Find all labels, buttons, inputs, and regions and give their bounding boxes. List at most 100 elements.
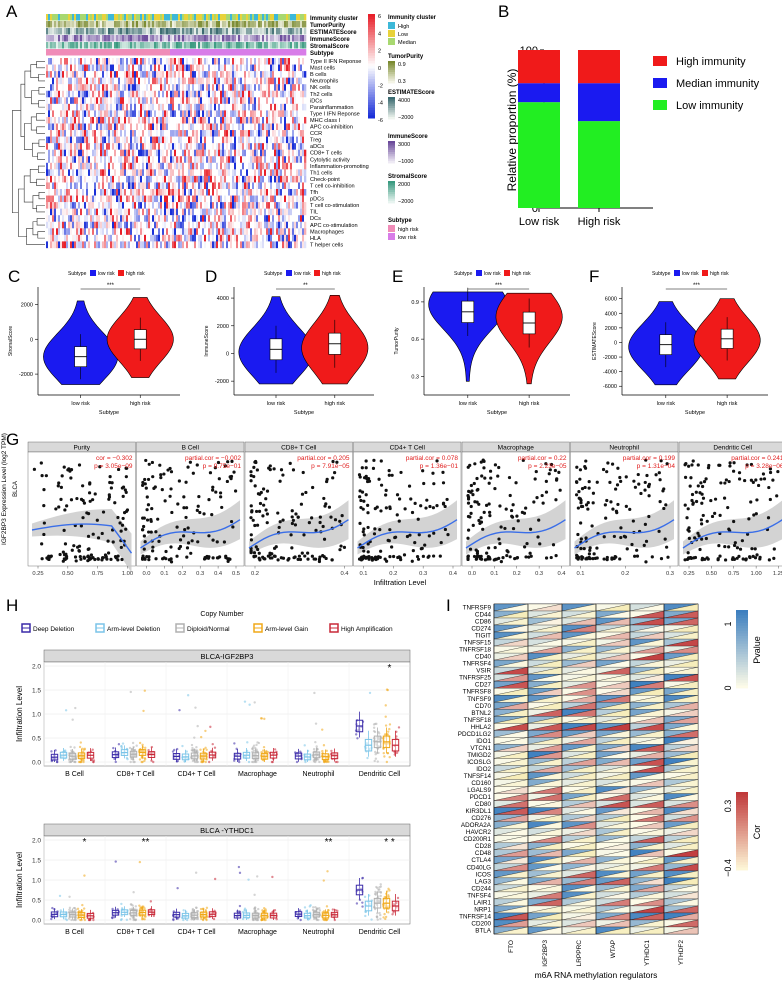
g-facet-stat: partial.cor = 0.199: [623, 455, 676, 462]
h-point: [82, 759, 85, 762]
g-point: [471, 493, 475, 497]
violin-legend-title: Subtype: [652, 271, 671, 277]
h-xtick-label: Neutrophil: [303, 929, 335, 936]
g-point: [578, 468, 583, 472]
g-point: [95, 518, 99, 522]
g-point: [208, 471, 213, 475]
h-xtick-label: Dendritic Cell: [359, 929, 401, 936]
g-point: [188, 460, 192, 464]
i-pvalue-gradient: [736, 649, 748, 652]
h-point: [213, 746, 217, 749]
heatmap-row-label: NK cells: [310, 85, 331, 91]
h-point: [129, 760, 132, 764]
h-point: [195, 759, 198, 762]
g-xtick-label: 0.1: [160, 571, 168, 577]
h-ytick-label: 0.0: [32, 918, 41, 925]
g-point: [619, 479, 623, 483]
g-point: [399, 470, 403, 475]
g-point: [690, 463, 694, 467]
g-point: [32, 467, 36, 471]
h-point: [120, 907, 124, 910]
g-point: [575, 480, 579, 485]
g-point: [361, 530, 365, 534]
g-point: [289, 533, 293, 537]
g-point: [182, 495, 186, 499]
heatmap-row-label: TIL: [310, 210, 318, 216]
g-point: [290, 521, 294, 526]
g-point: [225, 479, 229, 484]
g-point: [417, 533, 421, 537]
legend-swatch: [388, 22, 395, 29]
g-point: [79, 497, 84, 501]
h-point: [354, 733, 358, 736]
h-point: [50, 917, 53, 921]
g-point: [516, 519, 520, 523]
g-point: [645, 473, 649, 478]
heatmap-row-label: Cytolytic activity: [310, 157, 350, 163]
g-point: [611, 507, 615, 511]
g-point: [281, 556, 286, 560]
h-legend-label: High Amplification: [341, 626, 393, 633]
g-xtick-label: 0.4: [449, 571, 458, 577]
g-point: [279, 468, 284, 472]
i-row-label: TIGIT: [475, 633, 491, 640]
g-point: [475, 551, 480, 555]
g-point: [364, 556, 368, 560]
h-point: [186, 694, 190, 697]
g-point: [291, 518, 295, 522]
g-point: [321, 524, 325, 529]
g-point: [687, 536, 691, 540]
g-point: [222, 540, 227, 544]
g-point: [498, 504, 502, 508]
g-point: [717, 543, 721, 548]
g-point: [478, 521, 482, 526]
g-point: [184, 506, 189, 510]
g-point: [432, 482, 436, 486]
g-point: [534, 469, 538, 474]
g-point: [144, 458, 148, 463]
h-point: [382, 747, 385, 750]
g-point: [183, 528, 187, 532]
g-point: [508, 493, 512, 498]
g-point: [388, 555, 392, 559]
g-point: [722, 496, 727, 500]
h-point: [132, 760, 135, 764]
h-ytick-label: 1.0: [32, 712, 41, 719]
g-point: [151, 545, 155, 549]
i-pvalue-gradient: [736, 643, 748, 647]
g-xtick-label: 1.25: [773, 571, 782, 577]
g-point: [574, 493, 579, 497]
h-significance-star: **: [325, 837, 333, 848]
b-bar-segment: [578, 83, 620, 122]
g-point: [697, 534, 701, 538]
h-point: [191, 749, 195, 752]
h-point: [388, 755, 391, 759]
violin-signif: ***: [495, 283, 503, 289]
h-point: [185, 750, 188, 753]
h-significance-star: *: [83, 837, 87, 848]
violin-signif: ***: [693, 283, 701, 289]
h-point: [80, 918, 83, 922]
g-point: [554, 554, 558, 558]
h-point: [117, 743, 121, 746]
h-ytick-label: 0.5: [32, 736, 41, 743]
panel-letter-c: C: [8, 267, 21, 286]
h-ytick-label: 0.5: [32, 898, 41, 905]
g-point: [658, 478, 662, 482]
i-pvalue-gradient: [736, 641, 748, 645]
g-point: [616, 502, 620, 507]
b-legend-swatch: [653, 56, 667, 66]
g-point: [118, 521, 122, 525]
g-point: [487, 502, 491, 506]
g-facet-stat: partial.cor = 0.078: [406, 455, 459, 462]
g-xtick-label: 0.3: [535, 571, 543, 577]
i-pvalue-gradient: [736, 651, 748, 655]
i-cor-gradient: [736, 805, 748, 808]
h-point: [193, 736, 196, 739]
h-point: [251, 747, 254, 750]
g-point: [362, 533, 366, 537]
g-point: [751, 480, 755, 484]
i-row-label: CD244: [471, 885, 491, 892]
h-point: [247, 878, 250, 881]
g-point: [694, 490, 698, 494]
